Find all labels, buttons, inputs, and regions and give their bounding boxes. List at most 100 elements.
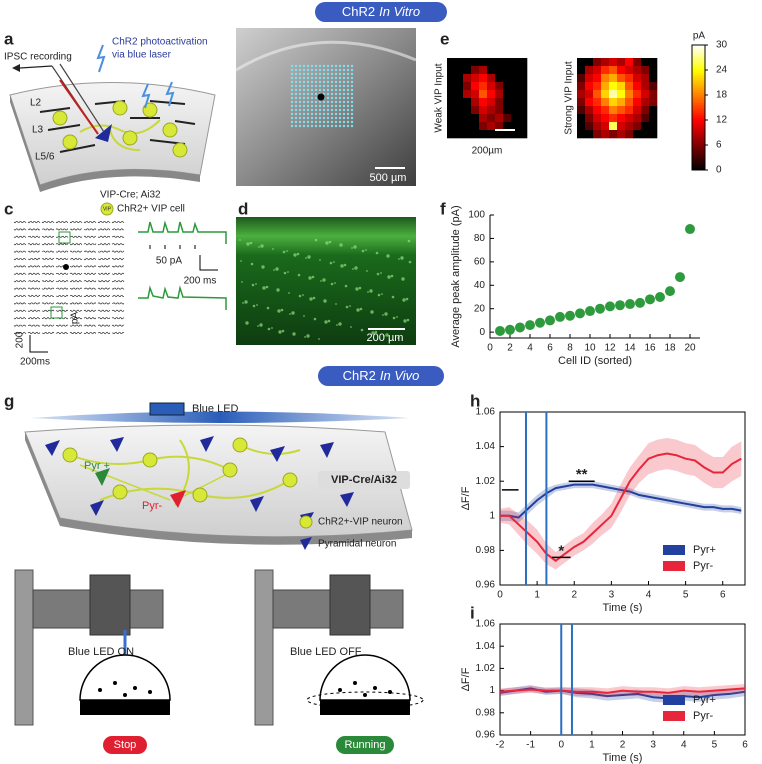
speck: [356, 308, 360, 312]
trace: [13, 309, 27, 312]
grid-dot: [326, 116, 330, 120]
colorbar-step: [692, 124, 705, 128]
scale-label: 200 ms: [184, 276, 217, 287]
x-tick-label: 12: [604, 343, 616, 354]
heat-cell: [519, 98, 528, 107]
heat-cell: [585, 90, 594, 99]
grid-dot: [290, 88, 294, 92]
y-tick-label: 1.06: [476, 619, 496, 630]
trace: [27, 302, 41, 305]
trace: [55, 331, 69, 335]
speck: [275, 267, 279, 271]
grid-dot: [334, 116, 338, 120]
y-tick-label: 1.02: [476, 476, 496, 487]
grid-dot: [306, 108, 310, 112]
colorbar-step: [692, 149, 705, 153]
heat-cell: [593, 98, 602, 107]
legend-label: Pyr-: [693, 560, 714, 572]
panel-label: d: [238, 199, 248, 218]
grid-dot: [302, 116, 306, 120]
panel-c-traces: 50 pA 200 ms 200 pA 200ms: [13, 220, 227, 368]
heat-cell: [577, 130, 586, 139]
series-line: [500, 452, 742, 563]
y-tick-label: 1.04: [476, 441, 496, 452]
heat-cell: [447, 122, 456, 131]
heat-cell: [503, 66, 512, 75]
speck: [307, 255, 311, 259]
grid-dot: [326, 108, 330, 112]
trace: [55, 280, 69, 283]
heat-cell: [503, 130, 512, 139]
vip-processes: [79, 119, 161, 151]
trace: [97, 309, 111, 312]
heat-cell: [479, 114, 488, 123]
colorbar-step: [692, 97, 705, 101]
trace: [13, 257, 27, 261]
grid-dot: [350, 76, 354, 80]
grid-dot: [342, 100, 346, 104]
grid-dot: [294, 76, 298, 80]
y-tick-label: 1.02: [476, 663, 496, 674]
trace: [13, 331, 27, 335]
heat-cell: [463, 114, 472, 123]
trace: [13, 250, 27, 253]
significance-mark: *: [558, 542, 564, 559]
speck: [242, 302, 244, 304]
x-tick-label: -1: [526, 740, 535, 751]
labelled-cells: [239, 238, 412, 340]
grid-dot: [294, 68, 298, 72]
heat-cell: [593, 66, 602, 75]
speck: [358, 286, 362, 290]
grid-dot: [298, 124, 302, 128]
layer-label: L3: [32, 125, 44, 136]
grid-dot: [314, 96, 318, 100]
heat-cell: [495, 74, 504, 83]
heat-cell: [585, 98, 594, 107]
colorbar-step: [692, 114, 705, 118]
speck: [328, 240, 332, 244]
grid-dot: [310, 100, 314, 104]
speck: [344, 284, 348, 288]
trace: [97, 317, 111, 320]
pyramidal-cell: [95, 124, 112, 142]
grid-dot: [318, 104, 322, 108]
colorbar-step: [692, 134, 705, 138]
trace: [83, 294, 97, 298]
heat-cell: [511, 98, 520, 107]
grid-dot: [302, 92, 306, 96]
grid-dot: [298, 72, 302, 76]
speck: [324, 320, 328, 324]
y-tick-label: 0.96: [476, 730, 496, 741]
banner-box: [318, 366, 444, 386]
y-axis-label: ΔF/F: [460, 486, 472, 510]
mouse-line: VIP-Cre/Ai32: [331, 474, 397, 486]
colorbar-step: [692, 129, 705, 133]
heat-cell: [487, 74, 496, 83]
banner: ChR2 In Vitro: [315, 2, 447, 22]
panel-label: e: [440, 29, 449, 48]
trace: [97, 287, 111, 290]
heat-cell: [577, 106, 586, 115]
x-tick-label: 3: [650, 740, 656, 751]
grid-dot: [318, 108, 322, 112]
speck: [323, 299, 327, 303]
grid-dot: [338, 120, 342, 124]
grid-dot: [330, 84, 334, 88]
legend-swatch: [663, 695, 685, 705]
heat-cell: [641, 114, 650, 123]
panel-label: c: [4, 199, 13, 218]
grid-dot: [342, 68, 346, 72]
grid-dot: [322, 80, 326, 84]
y-tick-label: 80: [474, 233, 486, 244]
grid-dot: [306, 92, 310, 96]
grid-dot: [310, 80, 314, 84]
trace: [111, 228, 125, 231]
grid-dot: [306, 76, 310, 80]
trace: [69, 265, 83, 268]
vip-cells: [52, 100, 188, 158]
speck: [320, 280, 322, 282]
trace: [27, 243, 41, 246]
legend-label: Pyr+: [693, 544, 716, 556]
heat-cell: [471, 98, 480, 107]
grid-dot: [314, 116, 318, 120]
